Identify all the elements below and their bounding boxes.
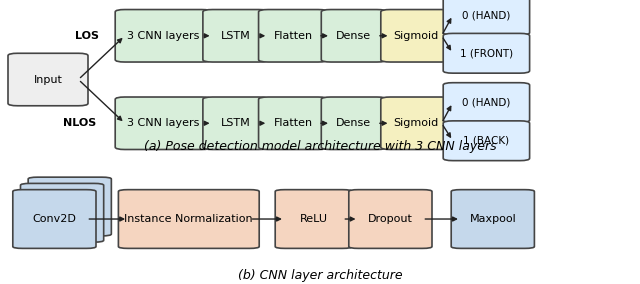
FancyBboxPatch shape [203,10,268,62]
Text: 3 CNN layers: 3 CNN layers [127,31,200,41]
FancyBboxPatch shape [259,10,328,62]
Text: (a) Pose detection model architecture with 3 CNN layers: (a) Pose detection model architecture wi… [144,140,496,153]
Text: Input: Input [33,74,63,85]
Text: ReLU: ReLU [300,214,328,224]
Text: Conv2D: Conv2D [33,214,76,224]
FancyBboxPatch shape [13,190,96,248]
FancyBboxPatch shape [118,190,259,248]
Text: Flatten: Flatten [273,118,313,128]
Text: Flatten: Flatten [273,31,313,41]
Text: 0 (HAND): 0 (HAND) [462,10,511,20]
FancyBboxPatch shape [115,97,211,149]
Text: 3 CNN layers: 3 CNN layers [127,118,200,128]
FancyBboxPatch shape [381,97,451,149]
Text: LSTM: LSTM [221,118,250,128]
Text: 0 (HAND): 0 (HAND) [462,98,511,108]
Text: LSTM: LSTM [221,31,250,41]
FancyBboxPatch shape [259,97,328,149]
FancyBboxPatch shape [443,121,530,161]
Text: Sigmoid: Sigmoid [394,31,438,41]
FancyBboxPatch shape [451,190,534,248]
FancyBboxPatch shape [8,53,88,106]
FancyBboxPatch shape [443,0,530,35]
FancyBboxPatch shape [203,97,268,149]
FancyBboxPatch shape [321,97,387,149]
FancyBboxPatch shape [443,34,530,73]
Text: Maxpool: Maxpool [469,214,516,224]
FancyBboxPatch shape [275,190,352,248]
Text: NLOS: NLOS [63,118,96,128]
FancyBboxPatch shape [28,177,111,236]
Text: 1 (BACK): 1 (BACK) [463,136,509,146]
Text: Dense: Dense [337,118,371,128]
FancyBboxPatch shape [443,83,530,122]
FancyBboxPatch shape [349,190,432,248]
Text: LOS: LOS [76,31,99,41]
FancyBboxPatch shape [321,10,387,62]
Text: (b) CNN layer architecture: (b) CNN layer architecture [237,268,403,281]
Text: Instance Normalization: Instance Normalization [125,214,253,224]
Text: Dense: Dense [337,31,371,41]
Text: Sigmoid: Sigmoid [394,118,438,128]
Text: 1 (FRONT): 1 (FRONT) [460,48,513,58]
FancyBboxPatch shape [115,10,211,62]
FancyBboxPatch shape [20,183,104,242]
FancyBboxPatch shape [381,10,451,62]
Text: Dropout: Dropout [368,214,413,224]
